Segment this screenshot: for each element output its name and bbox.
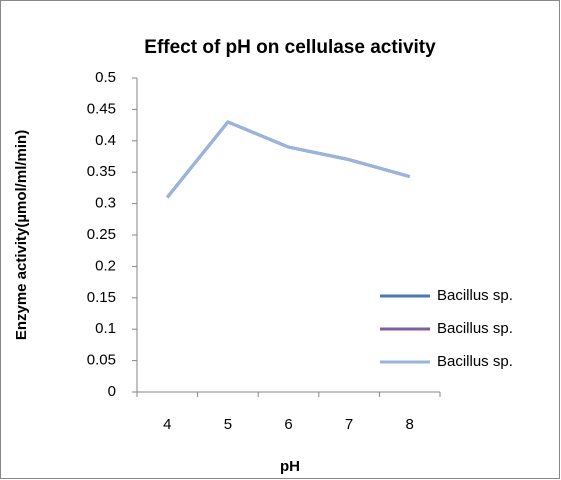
y-tick-label: 0.35	[87, 163, 116, 180]
legend-label: Bacillus sp.	[437, 320, 513, 337]
y-tick-label: 0.05	[87, 352, 116, 369]
y-tick-label: 0.45	[87, 100, 116, 117]
y-tick-label: 0.1	[95, 320, 116, 337]
legend-label: Bacillus sp.	[437, 353, 513, 370]
series-line	[166, 120, 411, 199]
y-tick-label: 0.4	[95, 132, 116, 149]
x-tick-label: 5	[224, 416, 232, 433]
y-tick-label: 0.5	[95, 69, 116, 86]
legend-label: Bacillus sp.	[437, 287, 513, 304]
x-axis-label: pH	[280, 458, 300, 475]
chart-title: Effect of pH on cellulase activity	[144, 37, 436, 58]
y-tick-label: 0.3	[95, 195, 116, 212]
y-tick-label: 0.2	[95, 257, 116, 274]
y-axis-label: Enzyme activity(µmol/ml/min)	[13, 130, 30, 340]
x-tick-label: 6	[284, 416, 292, 433]
y-tick-label: 0.15	[87, 289, 116, 306]
x-tick-label: 4	[163, 416, 171, 433]
x-tick-label: 8	[406, 416, 414, 433]
x-tick-label: 7	[345, 416, 353, 433]
y-tick-label: 0.25	[87, 226, 116, 243]
y-tick-label: 0	[108, 383, 116, 400]
